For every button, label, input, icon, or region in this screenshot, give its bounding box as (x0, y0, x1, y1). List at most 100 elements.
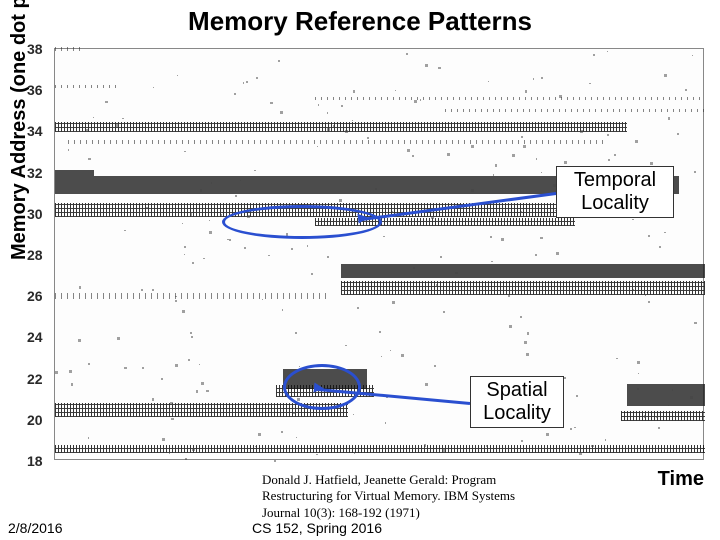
noise-speck (171, 418, 174, 421)
noise-speck (258, 433, 261, 436)
y-tick: 38 (27, 41, 43, 57)
noise-speck (495, 164, 497, 166)
noise-speck (274, 460, 276, 462)
noise-speck (353, 90, 356, 93)
noise-speck (88, 363, 90, 365)
annot-line: Locality (567, 192, 663, 215)
memory-trace-band (55, 170, 94, 176)
noise-speck (209, 220, 210, 221)
noise-speck (447, 153, 450, 156)
noise-speck (280, 111, 283, 114)
noise-speck (375, 188, 377, 190)
noise-speck (574, 427, 575, 428)
noise-speck (190, 213, 193, 216)
noise-speck (282, 309, 283, 310)
noise-speck (425, 64, 428, 67)
noise-speck (153, 87, 154, 88)
noise-speck (644, 415, 646, 417)
noise-speck (146, 207, 148, 209)
noise-speck (262, 299, 263, 300)
noise-speck (68, 149, 69, 150)
noise-speck (162, 438, 165, 441)
y-tick: 36 (27, 82, 43, 98)
y-tick: 18 (27, 453, 43, 469)
noise-speck (243, 82, 245, 84)
noise-speck (490, 236, 492, 238)
noise-speck (182, 310, 185, 313)
memory-trace-band (68, 140, 608, 144)
memory-trace-band (55, 47, 81, 51)
noise-speck (354, 453, 355, 454)
noise-speck (637, 388, 639, 390)
noise-speck (614, 154, 617, 157)
noise-speck (412, 155, 414, 157)
noise-speck (175, 364, 178, 367)
noise-speck (190, 332, 192, 334)
citation-text: Donald J. Hatfield, Jeanette Gerald: Pro… (262, 472, 682, 521)
y-tick: 24 (27, 329, 43, 345)
noise-speck (526, 353, 529, 356)
noise-speck (327, 112, 328, 113)
noise-speck (434, 365, 437, 368)
noise-speck (616, 358, 618, 360)
noise-speck (169, 452, 171, 454)
noise-speck (69, 370, 72, 373)
y-tick: 32 (27, 165, 43, 181)
noise-speck (88, 158, 90, 160)
noise-speck (345, 345, 347, 347)
noise-speck (86, 129, 89, 132)
y-tick: 28 (27, 247, 43, 263)
noise-speck (441, 130, 444, 133)
noise-speck (79, 286, 82, 289)
noise-speck (142, 367, 144, 369)
temporal-arrow-head (357, 212, 368, 223)
noise-speck (648, 301, 650, 303)
noise-speck (414, 100, 417, 103)
noise-speck (184, 246, 186, 248)
noise-speck (668, 117, 670, 119)
noise-speck (255, 446, 256, 447)
noise-speck (379, 331, 381, 333)
noise-speck (206, 390, 209, 393)
noise-speck (692, 55, 693, 56)
noise-speck (78, 339, 81, 342)
noise-speck (381, 356, 382, 357)
noise-speck (317, 146, 319, 148)
citation-line-2: Restructuring for Virtual Memory. IBM Sy… (262, 488, 515, 503)
noise-speck (182, 223, 183, 224)
noise-speck (415, 208, 416, 209)
noise-speck (527, 332, 529, 334)
citation-line-3: Journal 10(3): 168-192 (1971) (262, 505, 420, 520)
memory-trace-band (55, 85, 120, 88)
noise-speck (471, 189, 474, 192)
noise-speck (211, 182, 212, 183)
y-tick: 34 (27, 123, 43, 139)
y-tick: 26 (27, 288, 43, 304)
memory-trace-band (315, 97, 705, 100)
noise-speck (220, 214, 222, 216)
noise-speck (440, 256, 442, 258)
noise-speck (141, 289, 143, 291)
noise-speck (406, 53, 408, 55)
noise-speck (188, 359, 190, 361)
noise-speck (638, 373, 639, 374)
noise-speck (256, 77, 258, 79)
noise-speck (672, 389, 673, 390)
noise-speck (392, 211, 393, 212)
noise-speck (55, 371, 57, 373)
noise-speck (124, 367, 127, 370)
noise-speck (521, 136, 523, 138)
noise-speck (443, 311, 445, 313)
noise-speck (524, 341, 527, 344)
noise-speck (677, 133, 679, 135)
noise-speck (235, 195, 237, 197)
noise-speck (648, 235, 650, 237)
memory-trace-plot: 1820222426283032343638 (54, 48, 704, 460)
noise-speck (521, 211, 523, 213)
noise-speck (579, 452, 582, 455)
noise-speck (291, 248, 293, 250)
y-tick: 30 (27, 206, 43, 222)
noise-speck (339, 199, 342, 202)
noise-speck (345, 130, 348, 133)
noise-speck (425, 383, 428, 386)
